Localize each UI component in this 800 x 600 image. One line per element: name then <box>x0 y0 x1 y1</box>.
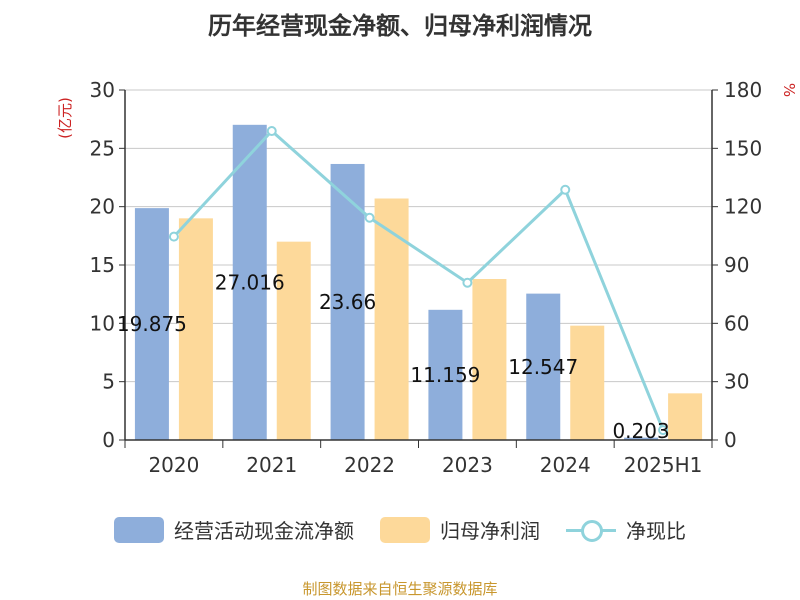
right-tick-label: 120 <box>724 195 762 219</box>
point-ratio[interactable] <box>462 277 473 288</box>
left-tick-label: 20 <box>90 195 115 219</box>
left-tick-label: 15 <box>90 253 115 277</box>
legend: 经营活动现金流净额 归母净利润 净现比 <box>0 515 800 544</box>
bar-cash-flow[interactable] <box>526 293 561 440</box>
right-tick-label: 0 <box>724 428 737 452</box>
bar-net-profit[interactable] <box>570 325 605 440</box>
data-label-cash-flow: 27.016 <box>215 270 285 294</box>
legend-swatch-net-profit <box>380 516 430 543</box>
point-ratio[interactable] <box>658 425 669 436</box>
right-tick-label: 150 <box>724 136 762 160</box>
bar-net-profit[interactable] <box>276 241 311 440</box>
data-label-cash-flow: 19.875 <box>117 312 187 336</box>
data-label-cash-flow: 23.66 <box>319 290 376 314</box>
legend-swatch-ratio <box>566 517 616 543</box>
x-tick-label: 2024 <box>540 453 591 477</box>
point-ratio[interactable] <box>266 126 277 137</box>
legend-label-cash-flow: 经营活动现金流净额 <box>174 519 354 543</box>
left-axis-title: (亿元) <box>56 97 74 139</box>
right-tick-label: 60 <box>724 311 749 335</box>
legend-item-net-profit[interactable]: 归母净利润 <box>380 515 540 544</box>
bar-net-profit[interactable] <box>178 218 213 440</box>
bar-cash-flow[interactable] <box>428 309 463 440</box>
left-tick-label: 25 <box>90 136 115 160</box>
left-tick-label: 10 <box>90 311 115 335</box>
bar-net-profit[interactable] <box>374 198 409 441</box>
left-tick-label: 5 <box>102 370 115 394</box>
legend-item-cash-flow[interactable]: 经营活动现金流净额 <box>114 515 354 544</box>
right-tick-label: 180 <box>724 78 762 102</box>
x-tick-label: 2023 <box>442 453 493 477</box>
bar-cash-flow[interactable] <box>232 124 267 441</box>
bar-net-profit[interactable] <box>472 279 507 440</box>
point-ratio[interactable] <box>364 212 375 223</box>
x-tick-label: 2022 <box>344 453 395 477</box>
x-tick-label: 2025H1 <box>624 453 703 477</box>
x-tick-label: 2021 <box>246 453 297 477</box>
point-ratio[interactable] <box>560 184 571 195</box>
right-tick-label: 90 <box>724 253 749 277</box>
legend-label-net-profit: 归母净利润 <box>440 519 540 543</box>
bar-net-profit[interactable] <box>668 393 703 440</box>
legend-swatch-cash-flow <box>114 516 164 543</box>
point-ratio[interactable] <box>168 231 179 242</box>
right-axis-title: % <box>780 83 798 97</box>
data-label-cash-flow: 0.203 <box>612 419 669 443</box>
data-label-cash-flow: 12.547 <box>508 355 578 379</box>
right-tick-label: 30 <box>724 370 749 394</box>
legend-item-ratio[interactable]: 净现比 <box>566 515 686 544</box>
left-tick-label: 0 <box>102 428 115 452</box>
bar-cash-flow[interactable] <box>624 437 659 440</box>
x-tick-label: 2020 <box>148 453 199 477</box>
legend-label-ratio: 净现比 <box>626 519 686 543</box>
line-ratio <box>172 128 665 431</box>
left-tick-label: 30 <box>90 78 115 102</box>
bar-cash-flow[interactable] <box>134 208 169 440</box>
chart-title: 历年经营现金净额、归母净利润情况 <box>208 12 592 40</box>
data-label-cash-flow: 11.159 <box>410 363 480 387</box>
source-note: 制图数据来自恒生聚源数据库 <box>302 580 498 598</box>
